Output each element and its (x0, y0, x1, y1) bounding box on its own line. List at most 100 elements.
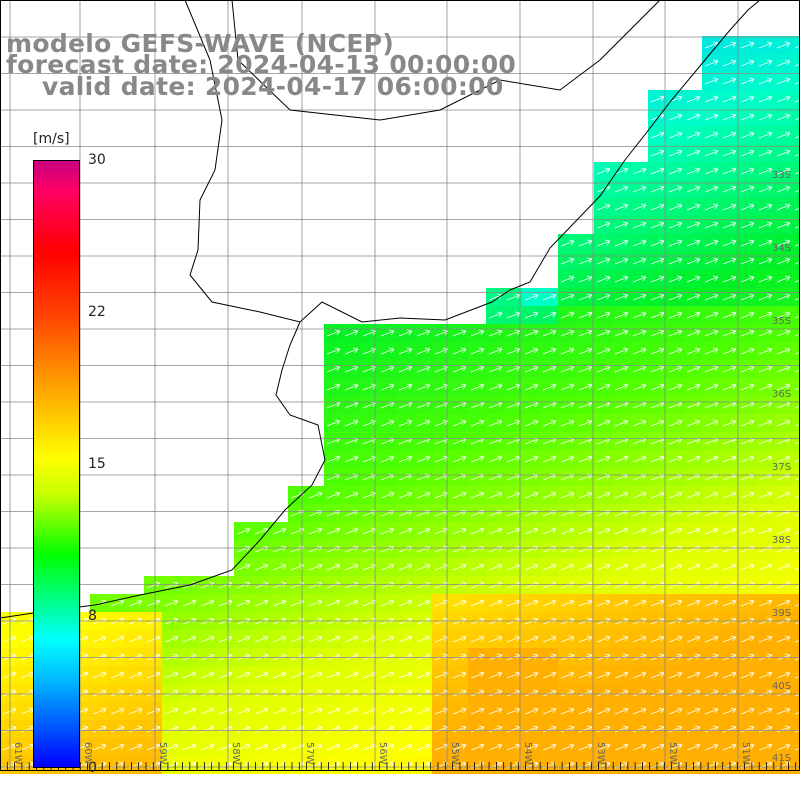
wind-arrow (758, 635, 773, 643)
wind-cell (504, 432, 522, 450)
wind-arrow (704, 671, 719, 679)
wind-arrow (470, 563, 485, 571)
wind-cell (630, 666, 648, 684)
wind-cell (792, 486, 800, 504)
wind-cell (630, 450, 648, 468)
wind-arrow (596, 671, 611, 679)
wind-cell (684, 720, 702, 738)
wind-cell (468, 684, 486, 702)
wind-cell (738, 450, 756, 468)
wind-arrow (704, 743, 719, 751)
wind-cell (288, 540, 306, 558)
wind-cell (720, 486, 738, 504)
wind-arrow (776, 293, 791, 301)
wind-arrow (686, 113, 701, 121)
wind-arrow (326, 455, 341, 463)
wind-arrow (668, 221, 683, 229)
wind-cell (648, 288, 666, 306)
wind-arrow (272, 599, 287, 607)
wind-cell (774, 756, 792, 774)
wind-cell (666, 216, 684, 234)
wind-cell (774, 342, 792, 360)
wind-cell (756, 432, 774, 450)
wind-arrow (128, 599, 143, 607)
wind-cell (360, 684, 378, 702)
wind-cell (522, 666, 540, 684)
wind-arrow (146, 635, 161, 643)
wind-arrow (686, 293, 701, 301)
wind-arrow (650, 257, 665, 265)
wind-cell (738, 90, 756, 108)
wind-arrow (596, 491, 611, 499)
wind-arrow (614, 671, 629, 679)
wind-arrow (614, 185, 629, 193)
wind-cell (666, 180, 684, 198)
wind-cell (594, 522, 612, 540)
wind-cell (648, 396, 666, 414)
wind-cell (792, 108, 800, 126)
wind-arrow (488, 491, 503, 499)
wind-arrow (686, 365, 701, 373)
wind-cell (756, 216, 774, 234)
wind-arrow (668, 365, 683, 373)
wind-cell (792, 576, 800, 594)
wind-cell (342, 702, 360, 720)
wind-cell (396, 594, 414, 612)
wind-arrow (452, 455, 467, 463)
wind-cell (612, 450, 630, 468)
wind-arrow (704, 383, 719, 391)
wind-cell (486, 450, 504, 468)
wind-cell (378, 648, 396, 666)
wind-arrow (614, 563, 629, 571)
wind-arrow (614, 419, 629, 427)
wind-arrow (272, 707, 287, 715)
wind-arrow (380, 383, 395, 391)
wind-cell (594, 342, 612, 360)
wind-arrow (776, 77, 791, 85)
colorbar-tick-15: 15 (88, 456, 106, 472)
wind-cell (288, 702, 306, 720)
wind-cell (630, 252, 648, 270)
wind-cell (738, 522, 756, 540)
wind-arrow (758, 329, 773, 337)
wind-cell (594, 198, 612, 216)
wind-arrow (488, 527, 503, 535)
wind-arrow (488, 365, 503, 373)
wind-cell (666, 198, 684, 216)
wind-arrow (578, 491, 593, 499)
wind-arrow (452, 383, 467, 391)
wind-cell (738, 378, 756, 396)
wind-cell (378, 576, 396, 594)
wind-cell (468, 342, 486, 360)
wind-arrow (326, 707, 341, 715)
wind-cell (162, 576, 180, 594)
lat-label: 36S (772, 389, 792, 400)
wind-cell (720, 108, 738, 126)
wind-cell (594, 288, 612, 306)
wind-cell (702, 234, 720, 252)
wind-cell (486, 630, 504, 648)
wind-cell (414, 432, 432, 450)
wind-cell (342, 666, 360, 684)
wind-cell (576, 540, 594, 558)
wind-cell (720, 288, 738, 306)
lon-label: 51W (740, 742, 751, 765)
wind-arrow (794, 495, 800, 499)
wind-cell (432, 630, 450, 648)
wind-cell (720, 684, 738, 702)
wind-cell (648, 270, 666, 288)
wind-arrow (794, 603, 800, 607)
wind-cell (738, 576, 756, 594)
wind-cell (666, 504, 684, 522)
wind-cell (342, 396, 360, 414)
wind-cell (594, 648, 612, 666)
wind-cell (738, 144, 756, 162)
wind-arrow (524, 635, 539, 643)
wind-arrow (758, 257, 773, 265)
wind-cell (684, 630, 702, 648)
wind-cell (216, 756, 234, 774)
wind-cell (630, 738, 648, 756)
wind-arrow (470, 383, 485, 391)
wind-arrow (470, 419, 485, 427)
wind-arrow (200, 581, 215, 589)
